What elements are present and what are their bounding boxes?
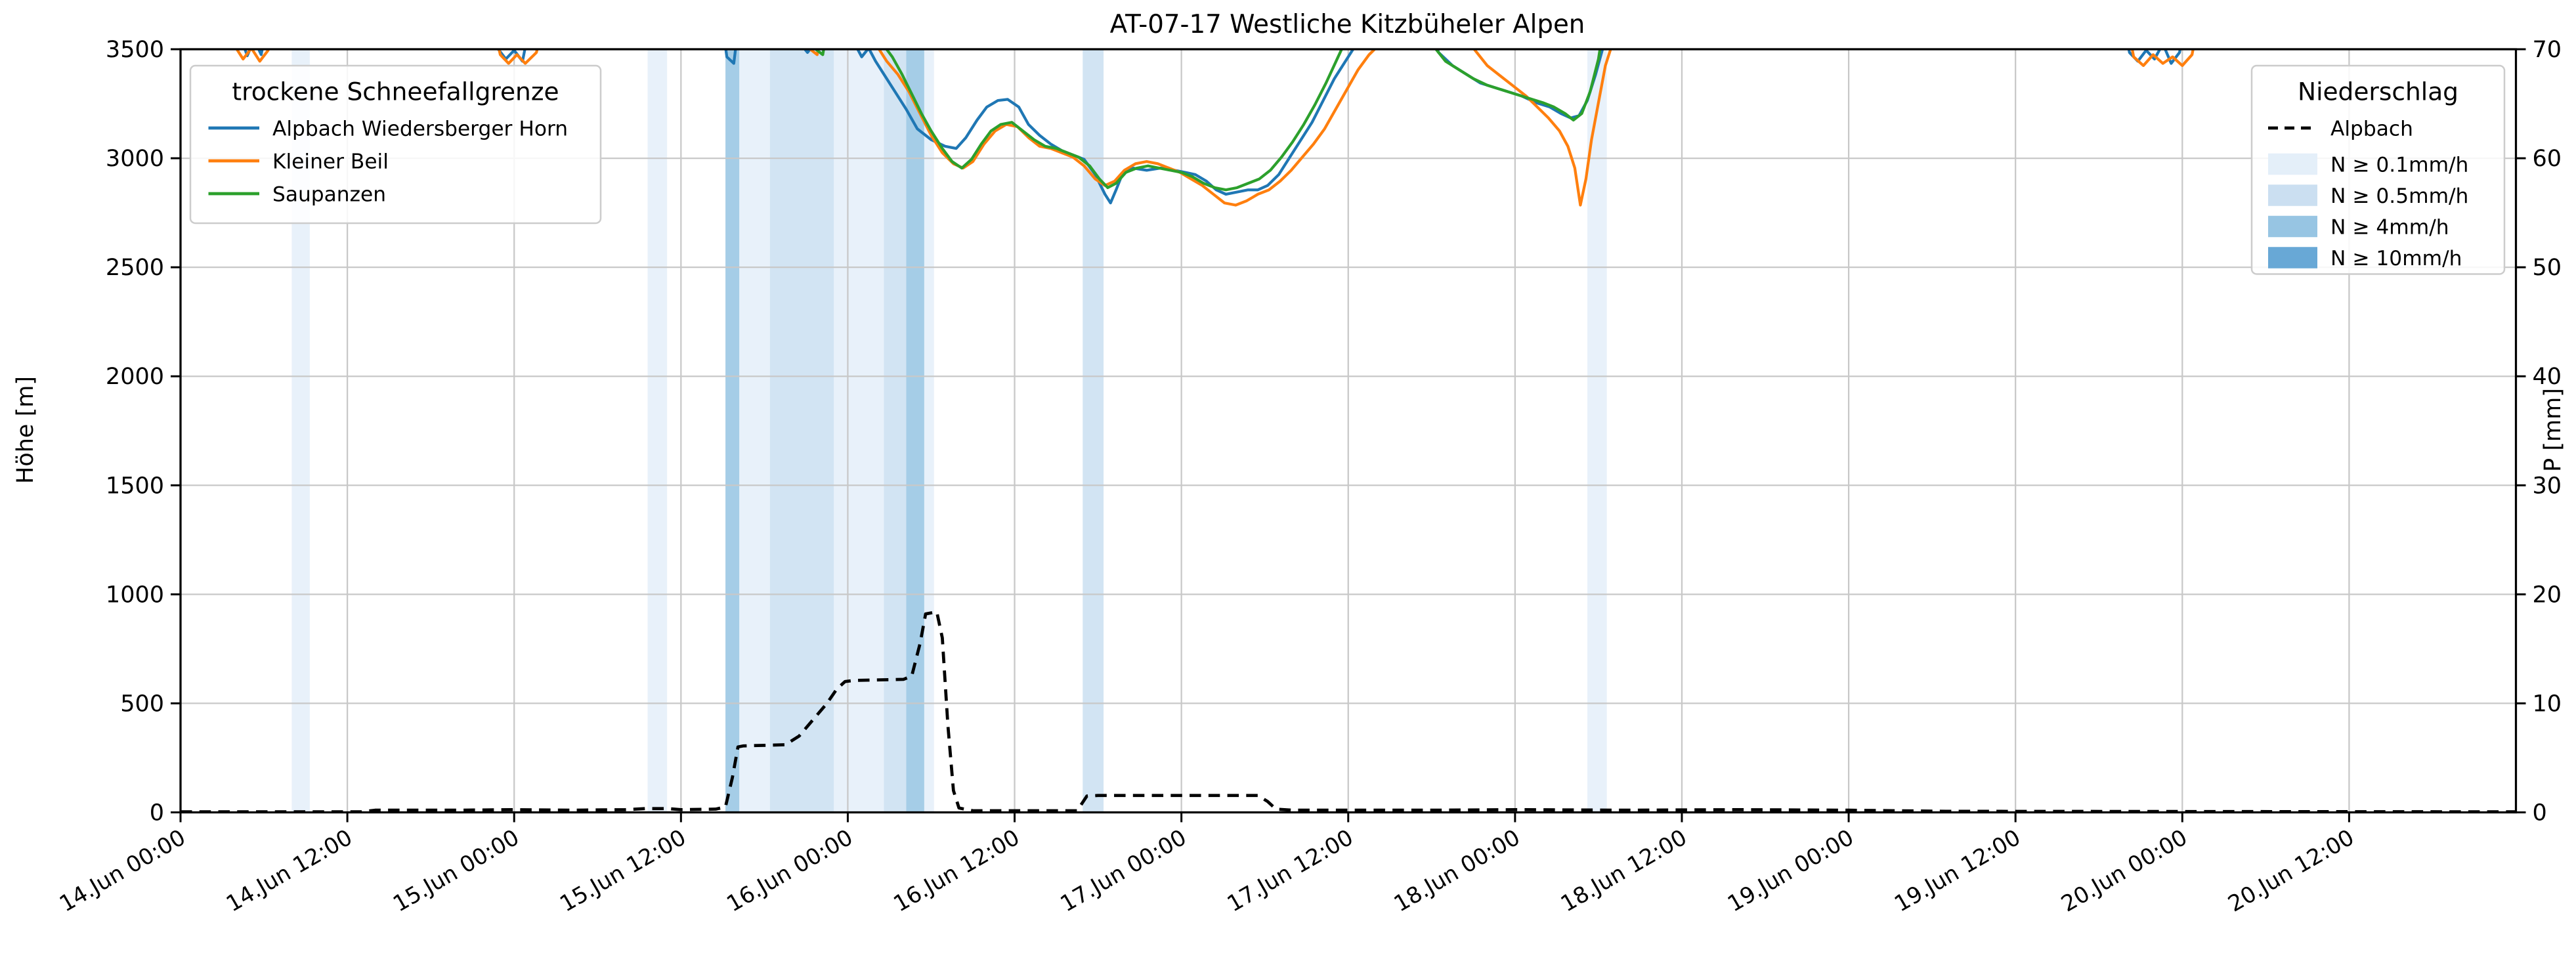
x-tick-label: 15.Jun 00:00 [389, 825, 523, 917]
left-tick-label: 3500 [106, 37, 164, 63]
x-tick-label-group: 14.Jun 12:00 [222, 825, 356, 917]
chart-title: AT-07-17 Westliche Kitzbüheler Alpen [1110, 10, 1585, 39]
x-tick-label-group: 16.Jun 00:00 [722, 825, 857, 917]
left-tick-label: 0 [150, 800, 164, 826]
x-tick-label-group: 15.Jun 00:00 [389, 825, 523, 917]
right-tick-label: 60 [2533, 146, 2562, 172]
x-tick-label-group: 18.Jun 12:00 [1556, 825, 1691, 917]
precip-band [884, 49, 907, 813]
left-tick-label: 3000 [106, 146, 164, 172]
x-tick-label: 18.Jun 12:00 [1556, 825, 1691, 917]
x-tick-label-group: 20.Jun 00:00 [2057, 825, 2191, 917]
x-tick-label-group: 15.Jun 12:00 [555, 825, 690, 917]
precip-band [769, 49, 834, 813]
x-tick-label: 19.Jun 00:00 [1723, 825, 1858, 917]
precip-band [834, 49, 884, 813]
right-tick-label: 40 [2533, 364, 2562, 390]
left-tick-label: 500 [120, 691, 164, 717]
legend-entry-label: N ≥ 4mm/h [2330, 215, 2449, 239]
legend-band-swatch [2268, 247, 2317, 268]
x-tick-label-group: 20.Jun 12:00 [2223, 825, 2358, 917]
legend-precip-entries: Alpbach N ≥ 0.1mm/h N ≥ 0.5mm/h N ≥ 4mm/h N … [2268, 117, 2468, 270]
right-tick-label: 30 [2533, 473, 2562, 499]
legend-entry-label: Alpbach Wiedersberger Horn [272, 117, 568, 140]
right-tick-label: 50 [2533, 255, 2562, 281]
x-tick-label-group: 16.Jun 12:00 [889, 825, 1023, 917]
legend-entry-label: N ≥ 0.5mm/h [2330, 184, 2468, 208]
right-tick-label: 70 [2533, 37, 2562, 63]
x-tick-label-group: 19.Jun 12:00 [1890, 825, 2025, 917]
right-tick-label: 10 [2533, 691, 2562, 717]
x-tick-label: 16.Jun 12:00 [889, 825, 1023, 917]
legend-snowline-entries: Alpbach Wiedersberger Horn Kleiner Beil Sa… [208, 117, 568, 206]
precip-accumulation-line [181, 610, 2516, 813]
right-tick-label: 20 [2533, 582, 2562, 608]
x-tick-label: 20.Jun 12:00 [2223, 825, 2358, 917]
legend-precip: Niederschlag Alpbach N ≥ 0.1mm/h N ≥ 0.5mm… [2250, 64, 2506, 275]
left-tick-label: 2000 [106, 364, 164, 390]
x-tick-label: 14.Jun 00:00 [55, 825, 190, 917]
x-tick-label-group: 18.Jun 00:00 [1390, 825, 1524, 917]
x-tick-label: 17.Jun 00:00 [1056, 825, 1190, 917]
legend-snowline-box [189, 64, 602, 225]
precip-band [739, 49, 770, 813]
x-tick-label-group: 17.Jun 00:00 [1056, 825, 1190, 917]
snowline-series [235, 49, 2195, 207]
right-axis-label: P [mm] [2540, 388, 2566, 472]
x-tick-label: 17.Jun 12:00 [1223, 825, 1358, 917]
x-tick-label: 18.Jun 00:00 [1390, 825, 1524, 917]
left-tick-label: 1500 [106, 473, 164, 499]
legend-entry-label: Alpbach [2330, 117, 2413, 140]
precipitation-line [181, 610, 2516, 813]
legend-snowline: trockene Schneefallgrenze Alpbach Wieder… [189, 64, 602, 225]
legend-band-swatch [2268, 184, 2317, 206]
x-tick-label-group: 19.Jun 00:00 [1723, 825, 1858, 917]
precip-band [906, 49, 924, 813]
x-tick-label: 19.Jun 12:00 [1890, 825, 2025, 917]
precip-band [1587, 49, 1607, 813]
legend-precip-title: Niederschlag [2298, 77, 2458, 106]
legend-band-swatch [2268, 153, 2317, 175]
precip-band [725, 49, 740, 813]
left-tick-label: 2500 [106, 255, 164, 281]
right-tick-label: 0 [2533, 800, 2547, 826]
x-tick-label: 15.Jun 12:00 [555, 825, 690, 917]
legend-entry-label: N ≥ 0.1mm/h [2330, 153, 2468, 177]
legend-entry-label: Kleiner Beil [272, 150, 389, 173]
legend-entry-label: N ≥ 10mm/h [2330, 247, 2462, 270]
legend-snowline-title: trockene Schneefallgrenze [232, 77, 559, 106]
precipitation-bands [291, 49, 1607, 813]
x-tick-label-group: 17.Jun 12:00 [1223, 825, 1358, 917]
x-tick-label: 14.Jun 12:00 [222, 825, 356, 917]
x-tick-label: 16.Jun 00:00 [722, 825, 857, 917]
snowline-series-line [243, 49, 2182, 205]
x-tick-label: 20.Jun 00:00 [2057, 825, 2191, 917]
precip-band [924, 49, 934, 813]
precip-band [647, 49, 668, 813]
left-axis-label: Höhe [m] [12, 376, 39, 484]
legend-entry-label: Saupanzen [272, 182, 386, 206]
left-tick-label: 1000 [106, 582, 164, 608]
x-tick-label-group: 14.Jun 00:00 [55, 825, 190, 917]
snowline-series-line [813, 49, 1602, 192]
legend-band-swatch [2268, 215, 2317, 238]
